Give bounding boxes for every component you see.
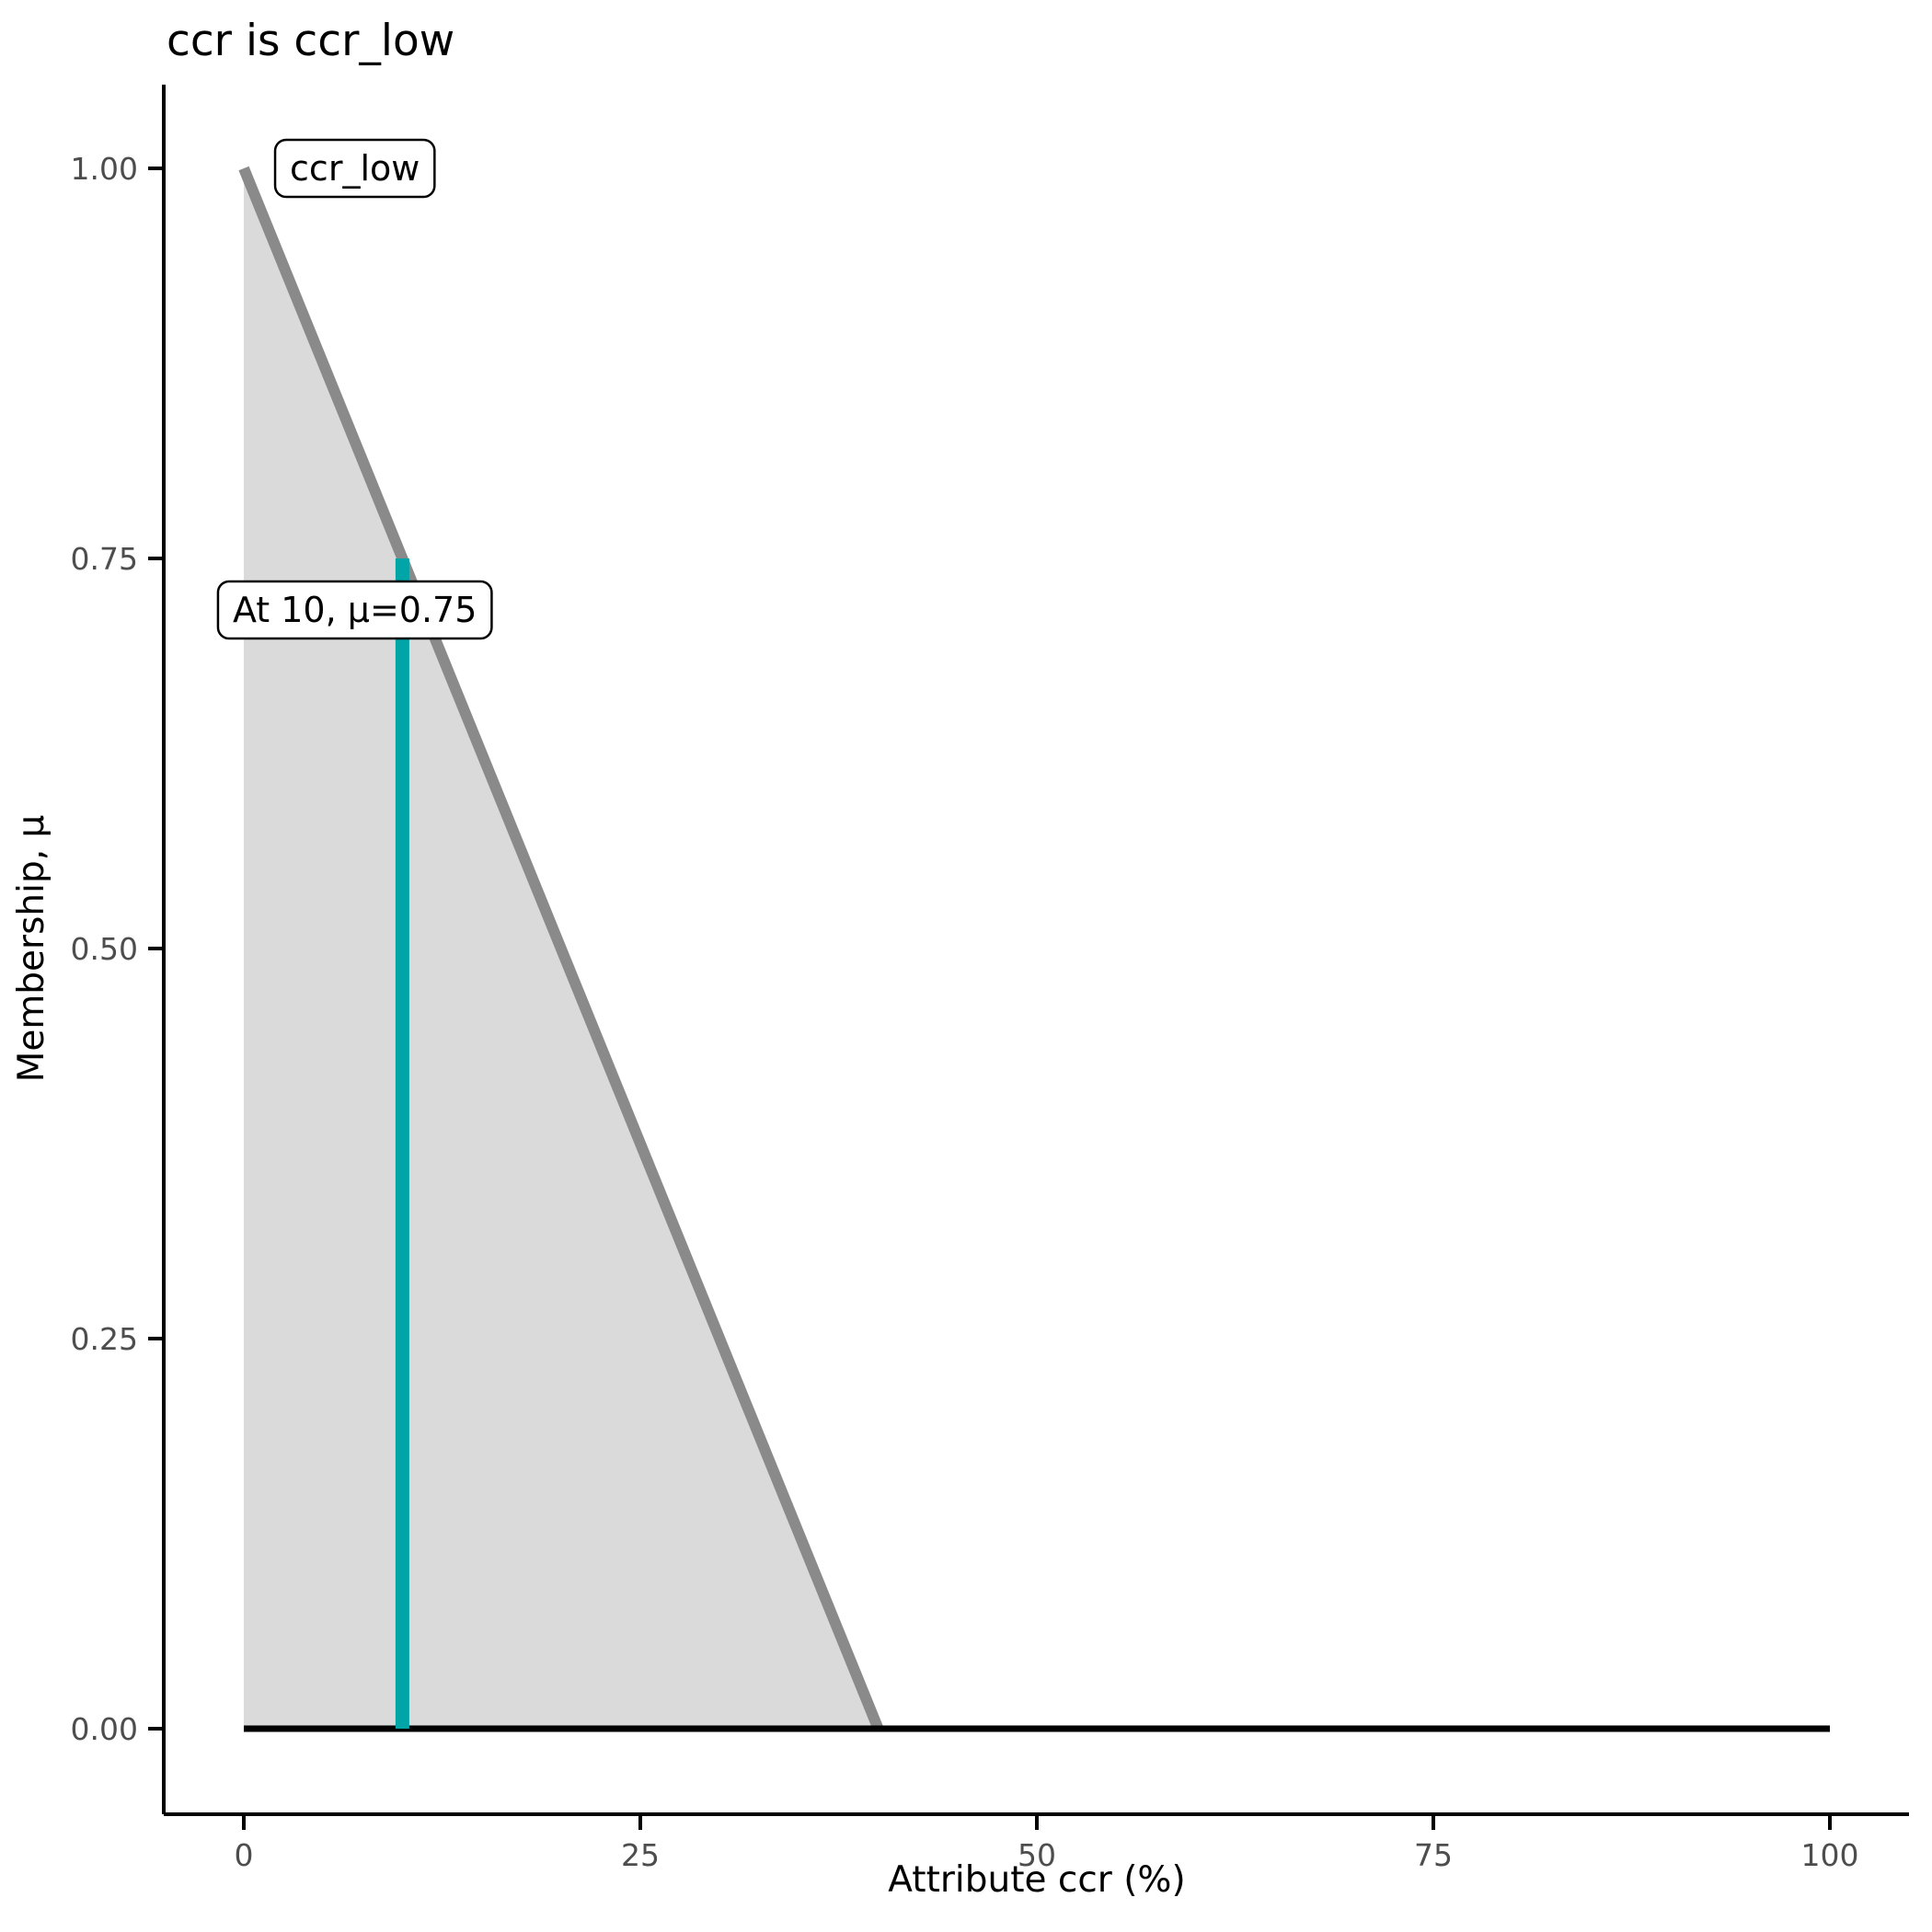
membership-function-line bbox=[238, 166, 884, 1731]
x-tick-label: 0 bbox=[235, 1837, 254, 1873]
annotation-text: ccr_low bbox=[290, 148, 420, 189]
y-tick-label: 0.25 bbox=[71, 1321, 138, 1357]
x-axis-title: Attribute ccr (%) bbox=[888, 1859, 1185, 1901]
x-tick-label: 75 bbox=[1414, 1837, 1453, 1873]
plot-title: ccr is ccr_low bbox=[167, 16, 454, 66]
x-axis-ticks: 0 25 50 75 100 bbox=[235, 1814, 1859, 1873]
annotation-box bbox=[216, 580, 493, 640]
annotation-labels: ccr_low At 10, μ=0.75 bbox=[216, 138, 493, 640]
annotation-label: ccr_low bbox=[273, 138, 436, 199]
y-tick-label: 0.50 bbox=[71, 931, 138, 967]
y-axis-ticks: 0.00 0.25 0.50 0.75 1.00 bbox=[71, 151, 164, 1747]
annotation-label: At 10, μ=0.75 bbox=[216, 580, 493, 640]
annotation-text: At 10, μ=0.75 bbox=[233, 590, 477, 630]
y-tick-label: 0.00 bbox=[71, 1711, 138, 1747]
y-axis-title: Membership, μ bbox=[11, 815, 52, 1083]
x-tick-label: 50 bbox=[1018, 1837, 1056, 1873]
x-tick-label: 100 bbox=[1801, 1837, 1859, 1873]
y-tick-label: 1.00 bbox=[71, 151, 138, 187]
annotation-box bbox=[273, 138, 436, 199]
y-tick-label: 0.75 bbox=[71, 541, 138, 577]
x-tick-label: 25 bbox=[621, 1837, 660, 1873]
